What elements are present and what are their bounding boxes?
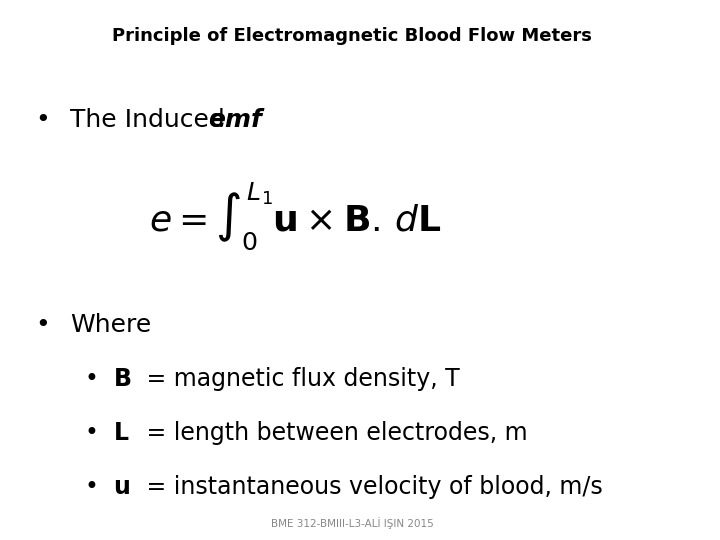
Text: $\mathbf{B}$: $\mathbf{B}$ bbox=[112, 367, 131, 391]
Text: •: • bbox=[84, 421, 99, 445]
Text: •: • bbox=[35, 313, 50, 337]
Text: $e = \int_{0}^{L_1} \mathbf{u} \times \mathbf{B}.\, d\mathbf{L}$: $e = \int_{0}^{L_1} \mathbf{u} \times \m… bbox=[149, 180, 442, 252]
Text: BME 312-BMIII-L3-ALİ IŞIN 2015: BME 312-BMIII-L3-ALİ IŞIN 2015 bbox=[271, 517, 433, 529]
Text: $\mathbf{u}$: $\mathbf{u}$ bbox=[112, 475, 130, 499]
Text: Principle of Electromagnetic Blood Flow Meters: Principle of Electromagnetic Blood Flow … bbox=[112, 27, 592, 45]
Text: The Induced: The Induced bbox=[71, 108, 233, 132]
Text: •: • bbox=[84, 367, 99, 391]
Text: = instantaneous velocity of blood, m/s: = instantaneous velocity of blood, m/s bbox=[140, 475, 603, 499]
Text: emf: emf bbox=[207, 108, 261, 132]
Text: •: • bbox=[35, 108, 50, 132]
Text: Where: Where bbox=[71, 313, 152, 337]
Text: $\mathbf{L}$: $\mathbf{L}$ bbox=[112, 421, 129, 445]
Text: = length between electrodes, m: = length between electrodes, m bbox=[140, 421, 528, 445]
Text: = magnetic flux density, T: = magnetic flux density, T bbox=[140, 367, 460, 391]
Text: •: • bbox=[84, 475, 99, 499]
